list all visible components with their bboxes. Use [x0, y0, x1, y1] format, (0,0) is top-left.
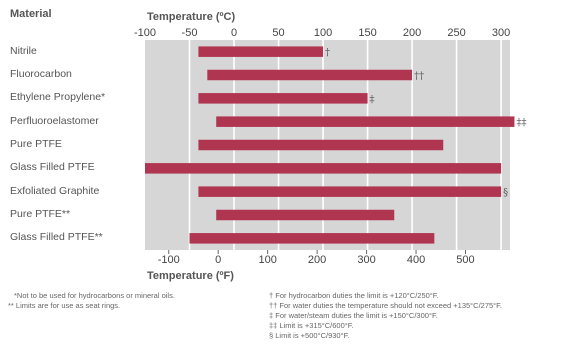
footnote-line: *Not to be used for hydrocarbons or mine… — [14, 291, 175, 300]
bar-footnote-marker: †† — [414, 71, 424, 82]
fahrenheit-tick-label: 0 — [215, 254, 222, 266]
bar-footnote-marker: † — [325, 48, 330, 59]
celsius-tick-label: 100 — [313, 27, 333, 39]
material-label: Perfluoroelastomer — [10, 114, 99, 127]
bar — [198, 139, 444, 151]
material-label: Ethylene Propylene* — [10, 91, 106, 104]
material-label: Glass Filled PTFE — [10, 161, 95, 174]
celsius-tick-label: 50 — [272, 27, 285, 39]
celsius-axis-title: Temperature (ºC) — [147, 11, 236, 23]
celsius-tick-label: 250 — [447, 27, 466, 39]
fahrenheit-tick-label: 100 — [258, 254, 277, 266]
bar — [207, 69, 413, 81]
material-column-header: Material — [10, 8, 52, 20]
footnote-line: † For hydrocarbon duties the limit is +1… — [269, 291, 439, 300]
bar — [198, 46, 324, 57]
bar — [198, 93, 368, 104]
footnote-line: ** Limits are for use as seat rings. — [8, 301, 121, 310]
material-label: Exfoliated Graphite — [10, 184, 100, 197]
material-label: Pure PTFE** — [10, 208, 71, 220]
celsius-tick-label: 0 — [230, 27, 238, 39]
fahrenheit-tick-label: 200 — [307, 254, 327, 266]
material-label: Nitrile — [10, 44, 37, 57]
footnote-line: ‡‡ Limit is +315°C/600°F. — [269, 321, 354, 330]
bar-footnote-marker: § — [503, 188, 508, 199]
celsius-tick-label: -50 — [181, 27, 198, 39]
footnote-line: ‡ For water/steam duties the limit is +1… — [269, 311, 438, 320]
bar-footnote-marker: ‡‡ — [516, 118, 526, 129]
bar — [216, 209, 395, 221]
material-label: Pure PTFE — [10, 138, 62, 150]
bar — [145, 163, 502, 174]
footnote-line: †† For water duties the temperature shou… — [269, 301, 503, 310]
bar-footnote-marker: ‡ — [370, 94, 375, 105]
fahrenheit-tick-label: -100 — [157, 254, 180, 266]
celsius-tick-label: 200 — [402, 27, 422, 39]
material-label: Glass Filled PTFE** — [10, 231, 103, 244]
bar — [216, 116, 515, 127]
celsius-tick-label: 150 — [358, 27, 377, 39]
fahrenheit-tick-label: 400 — [406, 254, 426, 266]
material-label: Fluorocarbon — [10, 68, 72, 80]
bar — [198, 186, 502, 197]
fahrenheit-axis-title: Temperature (ºF) — [147, 270, 234, 282]
celsius-tick-label: 300 — [491, 27, 511, 39]
bar — [189, 233, 435, 244]
fahrenheit-tick-label: 500 — [456, 254, 475, 266]
celsius-tick-label: -100 — [133, 27, 157, 39]
fahrenheit-tick-label: 300 — [357, 254, 376, 266]
footnote-line: § Limit is +500°C/930°F. — [269, 331, 350, 340]
